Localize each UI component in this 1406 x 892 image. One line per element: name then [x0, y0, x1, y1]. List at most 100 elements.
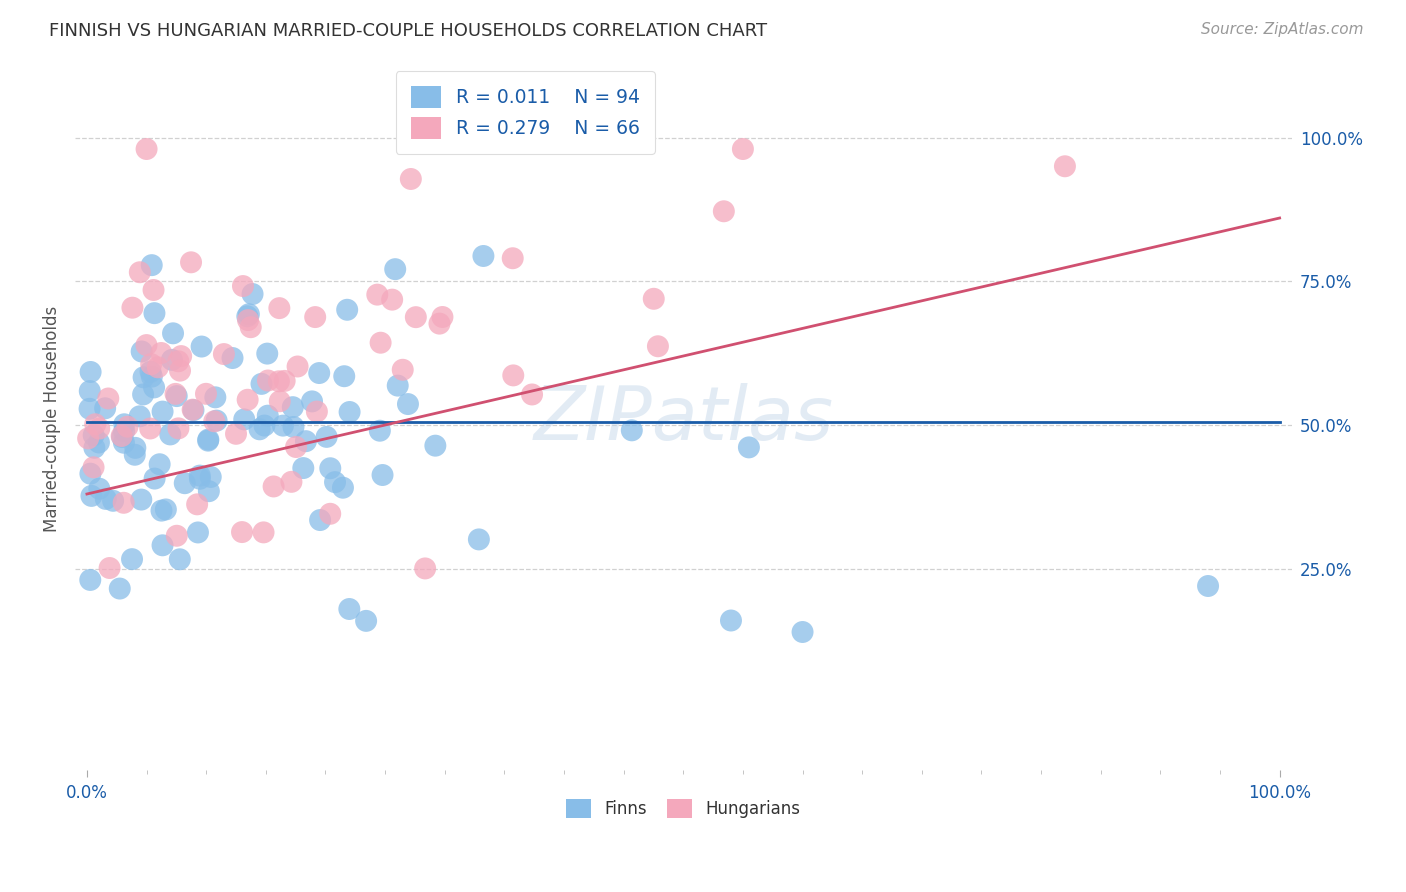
Point: [94, 491, 117, 506]
Point: [384, 262, 406, 277]
Point: [643, 292, 665, 306]
Point: [396, 397, 419, 411]
Point: [132, 370, 155, 384]
Point: [112, 435, 135, 450]
Point: [80, 489, 103, 503]
Point: [236, 313, 259, 327]
Point: [170, 349, 193, 363]
Point: [181, 402, 204, 417]
Point: [197, 434, 219, 448]
Point: [79, 384, 101, 398]
Point: [283, 420, 305, 434]
Point: [188, 468, 211, 483]
Point: [269, 301, 291, 315]
Point: [98, 561, 121, 575]
Point: [162, 326, 184, 341]
Point: [269, 394, 291, 409]
Point: [337, 602, 360, 616]
Point: [205, 414, 228, 428]
Point: [713, 204, 735, 219]
Point: [253, 418, 276, 433]
Point: [131, 344, 153, 359]
Point: [370, 335, 392, 350]
Point: [188, 472, 211, 486]
Point: [304, 310, 326, 324]
Point: [139, 421, 162, 435]
Point: [135, 338, 157, 352]
Point: [287, 359, 309, 374]
Point: [295, 434, 318, 449]
Point: [354, 614, 377, 628]
Point: [332, 481, 354, 495]
Point: [256, 409, 278, 423]
Point: [84, 417, 107, 432]
Point: [166, 529, 188, 543]
Point: [249, 422, 271, 436]
Point: [280, 475, 302, 489]
Point: [221, 351, 243, 365]
Point: [308, 366, 330, 380]
Point: [399, 172, 422, 186]
Point: [83, 460, 105, 475]
Point: [111, 429, 134, 443]
Point: [472, 249, 495, 263]
Point: [405, 310, 427, 325]
Point: [731, 142, 754, 156]
Point: [200, 470, 222, 484]
Point: [204, 390, 226, 404]
Point: [143, 380, 166, 394]
Point: [165, 387, 187, 401]
Point: [187, 525, 209, 540]
Point: [112, 496, 135, 510]
Point: [97, 392, 120, 406]
Point: [425, 439, 447, 453]
Point: [124, 441, 146, 455]
Point: [146, 360, 169, 375]
Point: [232, 279, 254, 293]
Point: [155, 502, 177, 516]
Point: [429, 317, 451, 331]
Point: [285, 440, 308, 454]
Point: [738, 441, 761, 455]
Point: [150, 503, 173, 517]
Point: [101, 493, 124, 508]
Point: [323, 475, 346, 490]
Point: [315, 430, 337, 444]
Point: [152, 538, 174, 552]
Point: [139, 365, 162, 379]
Point: [83, 428, 105, 442]
Point: [83, 441, 105, 455]
Point: [1197, 579, 1219, 593]
Point: [236, 310, 259, 324]
Point: [152, 404, 174, 418]
Point: [319, 461, 342, 475]
Point: [190, 340, 212, 354]
Point: [271, 418, 294, 433]
Point: [339, 405, 361, 419]
Point: [121, 301, 143, 315]
Point: [121, 552, 143, 566]
Point: [233, 412, 256, 426]
Point: [502, 368, 524, 383]
Point: [129, 492, 152, 507]
Point: [432, 310, 454, 324]
Point: [143, 472, 166, 486]
Point: [117, 419, 139, 434]
Point: [128, 265, 150, 279]
Point: [111, 430, 134, 444]
Text: FINNISH VS HUNGARIAN MARRIED-COUPLE HOUSEHOLDS CORRELATION CHART: FINNISH VS HUNGARIAN MARRIED-COUPLE HOUS…: [49, 22, 768, 40]
Point: [142, 283, 165, 297]
Point: [141, 357, 163, 371]
Point: [387, 378, 409, 392]
Point: [468, 533, 491, 547]
Point: [267, 374, 290, 388]
Point: [238, 307, 260, 321]
Point: [167, 354, 190, 368]
Point: [79, 467, 101, 481]
Point: [273, 374, 295, 388]
Point: [79, 573, 101, 587]
Text: ZIPatlas: ZIPatlas: [533, 384, 834, 455]
Point: [186, 497, 208, 511]
Point: [124, 448, 146, 462]
Point: [413, 561, 436, 575]
